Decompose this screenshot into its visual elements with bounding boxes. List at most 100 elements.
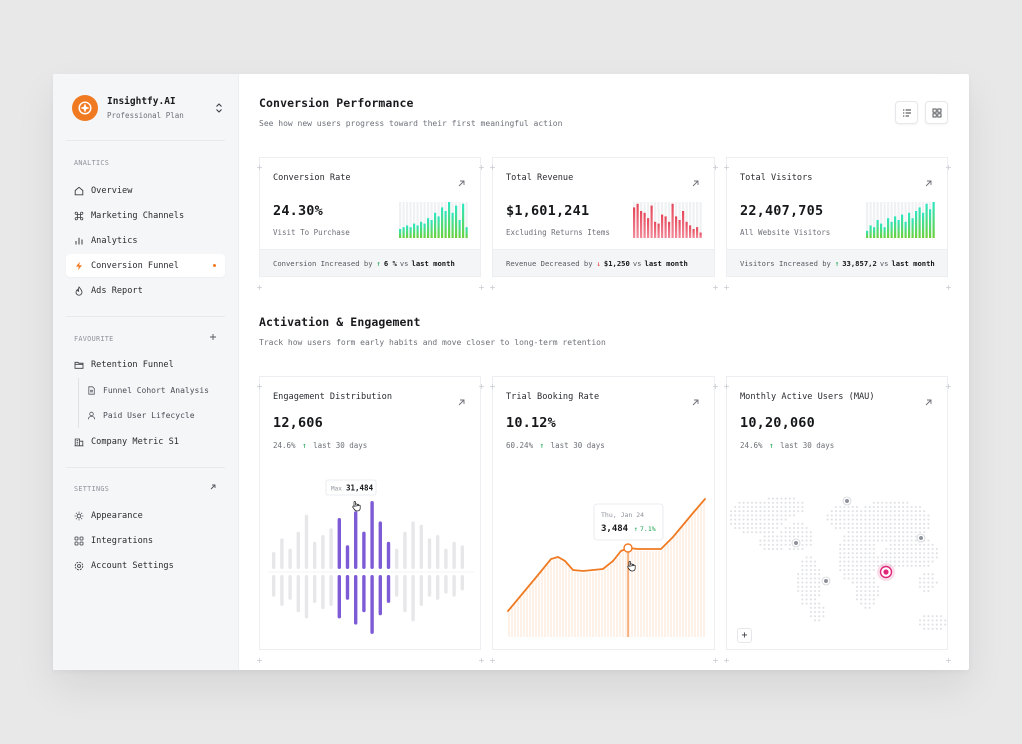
map-dot [750,514,754,517]
footer-vs: vs [632,258,642,268]
chevron-updown-icon[interactable] [213,100,225,116]
grid-view-button[interactable] [925,101,948,124]
map-dot [776,518,779,521]
list-view-button[interactable] [895,101,918,124]
sidebar-item-overview[interactable]: Overview [66,179,225,202]
card-footer: Revenue Decreased by ↓ $1,250 vs last mo… [493,249,714,276]
arrow-up-right-icon[interactable] [209,483,217,495]
map-dot [771,510,775,513]
map-dot [805,560,808,563]
footer-delta: $1,250 [603,258,630,268]
map-dot [868,552,871,555]
map-dot [813,568,817,572]
metric-value: 10.12% [506,415,556,431]
kpi-card-conversion-rate[interactable]: Conversion Rate 24.30% Visit To Purchase… [257,157,484,290]
trial-line-chart[interactable]: Thu, Jan 24 3,484 ↑ 7.1% [493,477,716,642]
map-dot [864,585,867,588]
map-dot [784,531,787,534]
add-favourite-icon[interactable] [209,333,217,345]
list-view-icon [902,103,912,122]
arrow-up-right-icon[interactable] [924,392,933,406]
engagement-bar-chart[interactable]: Max 31,484 [260,477,482,637]
map-dot [939,627,943,630]
workspace-switcher[interactable]: Insightfy.AI Professional Plan [66,94,225,122]
map-dot [847,535,850,538]
mini-bar [654,221,657,238]
map-dot [805,585,808,588]
sidebar-subitem-label: Funnel Cohort Analysis [103,386,209,395]
map-dot [734,518,737,521]
map-dot [939,623,943,626]
map-dot [918,547,922,551]
card-corner-mark [257,374,262,389]
map-dot [893,522,896,525]
map-dot [834,526,838,530]
sidebar-item-appearance[interactable]: Appearance [66,504,225,527]
map-dot [742,526,745,530]
map-dot [889,556,892,559]
map-dot [851,526,854,530]
map-dot [801,522,804,525]
sidebar-subitem-paid-user-lifecycle[interactable]: Paid User Lifecycle [87,403,225,428]
tooltip-delta: 7.1% [640,525,656,533]
zoom-in-button[interactable]: + [737,628,752,643]
change-period: last 30 days [780,441,835,450]
mau-card[interactable]: Monthly Active Users (MAU) 10,20,060 24.… [724,376,951,663]
arrow-up-right-icon[interactable] [691,173,700,187]
engagement-bar-upper [313,541,317,569]
trial-booking-rate-card[interactable]: Trial Booking Rate 10.12% 60.24% ↑ last … [490,376,718,663]
map-dot [872,581,875,584]
map-dot [923,522,926,525]
map-dot [860,539,863,542]
map-dot [847,526,850,530]
map-dot [914,543,917,546]
sidebar-item-analytics[interactable]: Analytics [66,229,225,252]
sidebar-item-integrations[interactable]: Integrations [66,529,225,552]
map-dot [923,585,926,588]
map-dot [868,510,871,513]
engagement-distribution-card[interactable]: Engagement Distribution 12,606 24.6% ↑ l… [257,374,484,663]
arrow-up-right-icon[interactable] [457,392,466,406]
kpi-card-total-revenue[interactable]: Total Revenue $1,601,241 Excluding Retur… [490,157,718,290]
kpi-card-total-visitors[interactable]: Total Visitors 22,407,705 All Website Vi… [724,157,951,290]
mini-bar [399,229,402,238]
sidebar-item-marketing-channels[interactable]: Marketing Channels [66,204,225,227]
map-dot [801,577,804,580]
map-dot [801,543,804,546]
mini-bar [455,205,458,238]
map-dot [797,581,800,584]
map-dot [818,610,821,614]
mini-bar [908,212,911,238]
map-dot [927,514,930,517]
map-dot [868,522,871,525]
flame-icon [74,285,84,296]
map-dot [763,543,766,546]
arrow-up-right-icon[interactable] [691,392,700,406]
sidebar-item-retention-funnel[interactable]: Retention Funnel [66,353,225,376]
arrow-up-right-icon[interactable] [457,173,466,187]
sidebar-item-ads-report[interactable]: Ads Report [66,279,225,302]
sidebar-item-company-metric[interactable]: Company Metric S1 [66,430,225,453]
sidebar-item-account-settings[interactable]: Account Settings [66,554,225,577]
mini-bar-chart [633,202,702,238]
card-corner-mark [490,648,495,663]
map-dot [906,505,909,509]
dotted-world-map[interactable] [727,482,949,650]
arrow-up-right-icon[interactable] [924,173,933,187]
map-dot [847,573,850,576]
map-dot [927,518,930,521]
map-dot [830,510,833,513]
map-dot [734,514,737,517]
map-dot [868,606,871,609]
engagement-bar-lower [354,575,358,625]
sidebar-subitem-funnel-cohort-analysis[interactable]: Funnel Cohort Analysis [87,378,225,403]
map-dot [750,510,754,513]
map-dot [809,598,812,601]
map-dot [780,531,783,534]
map-dot [855,589,859,593]
map-dot [767,539,770,542]
sidebar-item-conversion-funnel[interactable]: Conversion Funnel [66,254,225,277]
map-dot [855,531,859,534]
mini-bar [671,203,674,238]
map-dot [931,615,934,618]
